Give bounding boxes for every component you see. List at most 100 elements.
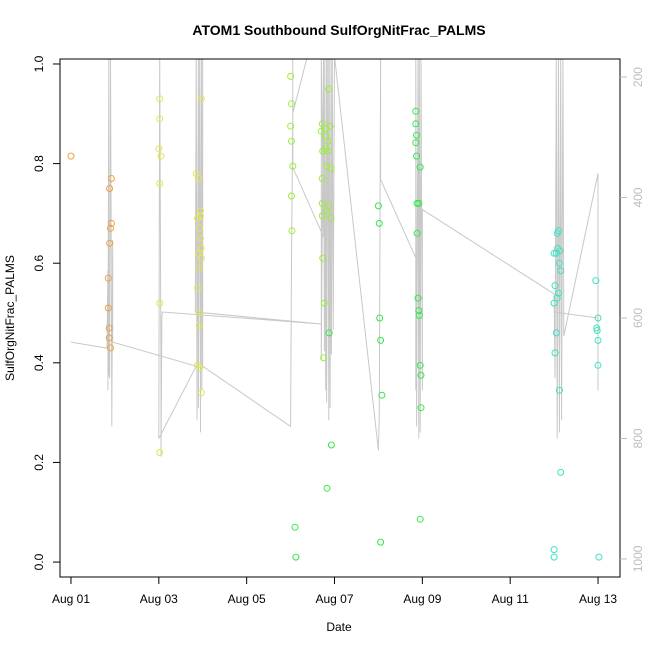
data-point: [414, 294, 422, 302]
data-point: [197, 95, 205, 103]
data-point: [594, 314, 602, 322]
y-tick-label: 0.2: [32, 454, 46, 471]
data-point: [107, 224, 114, 232]
data-point: [288, 192, 295, 200]
x-axis-label: Date: [326, 620, 352, 634]
data-point: [555, 227, 562, 235]
data-point: [156, 180, 164, 187]
data-point: [327, 214, 335, 222]
data-point: [412, 120, 420, 128]
data-point: [593, 327, 601, 334]
y2-tick-label: 1000: [631, 545, 645, 572]
data-point: [413, 131, 421, 139]
data-point: [106, 185, 114, 192]
data-point: [104, 304, 112, 312]
data-point: [291, 523, 299, 531]
data-point: [593, 324, 601, 332]
data-point: [417, 371, 425, 379]
data-point: [319, 254, 327, 262]
data-point: [287, 72, 295, 80]
x-tick-label: Aug 09: [403, 592, 441, 606]
data-point: [157, 152, 165, 160]
x-tick-label: Aug 05: [228, 592, 266, 606]
y2-tick-label: 400: [631, 187, 645, 207]
data-point: [553, 294, 561, 302]
data-point: [325, 329, 333, 337]
y-axis-left: 0.0 0.2 0.4 0.6 0.8 1.0: [32, 55, 60, 570]
data-point: [156, 449, 164, 456]
data-point: [378, 391, 386, 399]
data-point: [196, 364, 204, 372]
data-point: [287, 122, 295, 130]
data-point: [550, 299, 558, 307]
data-point: [324, 147, 332, 155]
data-point: [156, 95, 164, 103]
pressure-trace-line: [70, 59, 599, 457]
data-point: [320, 354, 327, 362]
data-point: [197, 212, 204, 220]
data-point: [325, 202, 333, 210]
data-point: [595, 553, 603, 561]
data-point: [377, 336, 385, 344]
data-point: [195, 309, 203, 317]
data-point: [327, 441, 335, 449]
x-tick-label: Aug 01: [52, 592, 90, 606]
data-point: [551, 282, 559, 290]
y2-tick-label: 600: [631, 308, 645, 328]
data-point: [195, 264, 203, 272]
data-point: [288, 100, 295, 108]
x-axis: Aug 01 Aug 03 Aug 05 Aug 07 Aug 09 Aug 11 Aug …: [52, 577, 617, 606]
data-point: [377, 538, 385, 546]
data-point: [197, 207, 204, 215]
y-tick-label: 0.6: [32, 255, 46, 272]
data-point: [556, 247, 564, 255]
data-point: [288, 227, 296, 235]
data-point: [107, 175, 115, 182]
data-point: [550, 249, 558, 257]
data-point: [555, 259, 563, 267]
data-point: [326, 122, 334, 130]
data-point: [194, 284, 201, 292]
y2-tick-label: 800: [631, 428, 645, 448]
data-point: [107, 219, 115, 227]
data-point: [197, 254, 205, 262]
data-point: [105, 334, 113, 342]
data-point: [197, 389, 205, 397]
data-point: [550, 546, 558, 554]
x-tick-label: Aug 13: [579, 592, 617, 606]
data-point: [415, 312, 423, 319]
data-point: [415, 199, 423, 207]
data-point: [194, 175, 202, 182]
data-point: [318, 120, 326, 128]
data-point: [318, 212, 326, 220]
data-point: [155, 145, 163, 153]
data-point: [594, 336, 602, 344]
data-point: [375, 219, 383, 227]
data-point: [197, 244, 205, 252]
data-point: [374, 202, 382, 210]
data-point: [594, 361, 602, 369]
data-point: [67, 152, 75, 160]
data-point: [592, 277, 600, 285]
data-point: [413, 152, 421, 160]
data-point: [376, 314, 384, 322]
data-point: [416, 515, 424, 523]
data-point: [557, 468, 565, 476]
plot-frame: [59, 58, 621, 578]
y-tick-label: 1.0: [32, 55, 46, 72]
y-tick-label: 0.4: [32, 354, 46, 371]
chart-title: ATOM1 Southbound SulfOrgNitFrac_PALMS: [192, 22, 485, 38]
data-point: [106, 239, 114, 247]
y-tick-label: 0.0: [32, 553, 46, 570]
data-point: [105, 324, 113, 332]
data-point: [324, 137, 332, 145]
data-point: [196, 224, 204, 232]
data-point: [322, 145, 330, 153]
data-point: [416, 163, 424, 171]
data-point: [107, 344, 114, 352]
data-point: [197, 234, 204, 242]
y-axis-label: SulfOrgNitFrac_PALMS: [3, 255, 17, 381]
data-point: [156, 115, 164, 123]
data-point: [413, 229, 421, 237]
